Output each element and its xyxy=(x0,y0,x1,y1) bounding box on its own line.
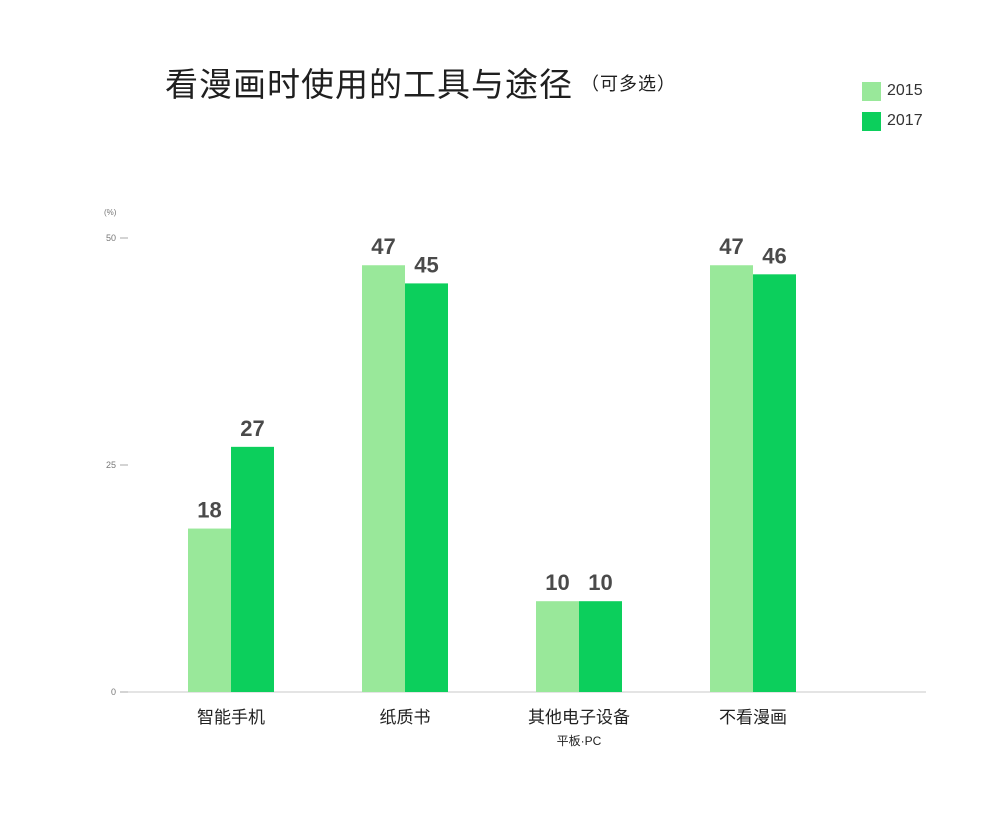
legend-item-2015: 2015 xyxy=(862,76,923,106)
data-label-2015-0: 18 xyxy=(197,498,221,523)
data-label-2015-2: 10 xyxy=(545,570,569,595)
bar-2015-1 xyxy=(362,265,405,692)
bar-2017-3 xyxy=(753,274,796,692)
x-tick-label-3: 不看漫画 xyxy=(719,708,787,727)
legend-swatch-2015 xyxy=(862,81,881,101)
data-label-2017-2: 10 xyxy=(588,570,612,595)
y-axis-unit-label: (%) xyxy=(104,208,117,217)
bar-2015-3 xyxy=(710,265,753,692)
data-label-2015-1: 47 xyxy=(371,234,395,259)
y-tick-label-50: 50 xyxy=(106,233,116,243)
data-label-2015-3: 47 xyxy=(719,234,743,259)
legend-swatch-2017 xyxy=(862,111,881,131)
legend-item-2017: 2017 xyxy=(862,106,923,136)
data-label-2017-3: 46 xyxy=(762,243,786,268)
bar-2015-0 xyxy=(188,528,231,692)
bar-2017-2 xyxy=(579,601,622,692)
legend-label-2015: 2015 xyxy=(887,82,923,99)
bar-2015-2 xyxy=(536,601,579,692)
bar-2017-1 xyxy=(405,283,448,692)
data-label-2017-0: 27 xyxy=(240,416,264,441)
legend: 2015 2017 xyxy=(862,76,923,136)
y-tick-label-0: 0 xyxy=(111,687,116,697)
x-tick-sublabel-2: 平板·PC xyxy=(557,734,602,748)
x-tick-label-0: 智能手机 xyxy=(197,708,265,727)
chart-title: 看漫画时使用的工具与途径 xyxy=(165,65,573,104)
legend-label-2017: 2017 xyxy=(887,112,923,129)
data-label-2017-1: 45 xyxy=(414,252,438,277)
chart-subtitle: （可多选） xyxy=(581,74,676,95)
y-tick-label-25: 25 xyxy=(106,460,116,470)
x-tick-label-2: 其他电子设备 xyxy=(528,708,630,727)
x-tick-label-1: 纸质书 xyxy=(380,708,431,727)
chart-title-block: 看漫画时使用的工具与途径 （可多选） xyxy=(165,58,676,106)
bar-2017-0 xyxy=(231,446,274,692)
